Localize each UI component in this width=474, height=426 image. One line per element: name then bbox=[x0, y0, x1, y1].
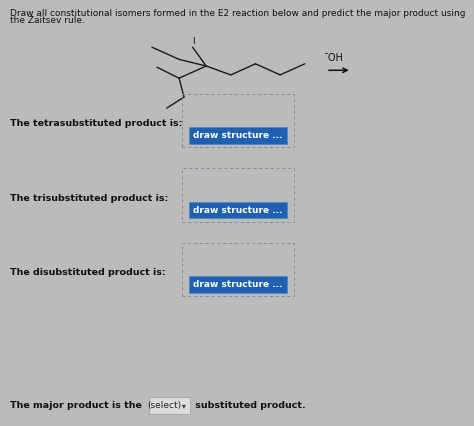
FancyBboxPatch shape bbox=[189, 202, 287, 218]
Text: The tetrasubstituted product is:: The tetrasubstituted product is: bbox=[10, 119, 183, 128]
Text: The disubstituted product is:: The disubstituted product is: bbox=[10, 268, 166, 277]
Text: Draw all constitutional isomers formed in the E2 reaction below and predict the : Draw all constitutional isomers formed i… bbox=[10, 9, 466, 18]
Text: ¯OH: ¯OH bbox=[324, 53, 344, 63]
FancyBboxPatch shape bbox=[189, 276, 287, 293]
Text: I: I bbox=[192, 37, 195, 46]
FancyBboxPatch shape bbox=[149, 397, 190, 414]
Text: the Zaitsev rule.: the Zaitsev rule. bbox=[10, 16, 85, 25]
Text: draw structure ...: draw structure ... bbox=[193, 205, 283, 215]
Text: The trisubstituted product is:: The trisubstituted product is: bbox=[10, 194, 169, 203]
Text: ▾: ▾ bbox=[182, 401, 185, 410]
Text: substituted product.: substituted product. bbox=[192, 401, 306, 410]
Text: draw structure ...: draw structure ... bbox=[193, 280, 283, 289]
Text: (select): (select) bbox=[147, 401, 182, 410]
Text: The major product is the: The major product is the bbox=[10, 401, 146, 410]
Text: draw structure ...: draw structure ... bbox=[193, 131, 283, 140]
FancyBboxPatch shape bbox=[189, 127, 287, 144]
